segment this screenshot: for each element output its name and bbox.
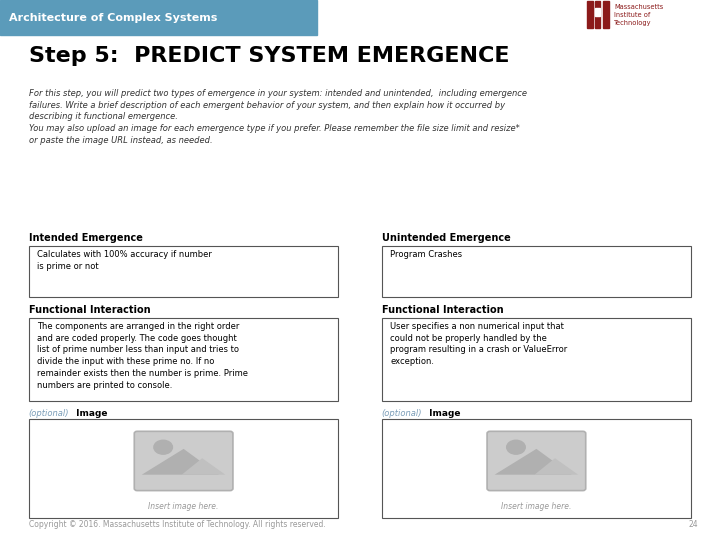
Text: Copyright © 2016. Massachusetts Institute of Technology. All rights reserved.: Copyright © 2016. Massachusetts Institut… [29,520,325,529]
Text: Calculates with 100% accuracy if number
is prime or not: Calculates with 100% accuracy if number … [37,250,212,271]
Text: Architecture of Complex Systems: Architecture of Complex Systems [9,12,217,23]
Polygon shape [181,458,225,475]
Circle shape [154,440,173,454]
Bar [595,8,600,16]
Polygon shape [495,449,572,475]
Bar [29,246,338,297]
Bar [382,418,691,518]
Text: or paste the image URL instead, as needed.: or paste the image URL instead, as neede… [29,136,212,145]
Text: (optional): (optional) [29,409,69,418]
Bar [29,318,338,401]
Text: User specifies a non numerical input that
could not be properly handled by the
p: User specifies a non numerical input tha… [390,322,567,366]
FancyBboxPatch shape [134,431,233,490]
Polygon shape [142,449,219,475]
Polygon shape [534,458,578,475]
Circle shape [507,440,526,454]
Text: Insert image here.: Insert image here. [148,502,219,511]
Text: Functional Interaction: Functional Interaction [29,305,150,315]
Text: (optional): (optional) [382,409,422,418]
Text: Program Crashes: Program Crashes [390,250,462,259]
Text: 24: 24 [689,520,698,529]
Bar [382,318,691,401]
Text: Intended Emergence: Intended Emergence [29,233,143,244]
Text: Image: Image [73,409,108,418]
Text: Functional Interaction: Functional Interaction [382,305,503,315]
FancyBboxPatch shape [487,431,586,490]
Bar [595,1,600,28]
Bar [603,1,609,28]
Text: Insert image here.: Insert image here. [501,502,572,511]
Text: For this step, you will predict two types of emergence in your system: intended : For this step, you will predict two type… [29,89,527,98]
Text: Massachusetts
Institute of
Technology: Massachusetts Institute of Technology [614,4,663,26]
Text: The components are arranged in the right order
and are coded properly. The code : The components are arranged in the right… [37,322,248,390]
Bar [0,0,317,35]
Bar [29,418,338,518]
Text: failures. Write a brief description of each emergent behavior of your system, an: failures. Write a brief description of e… [29,101,505,110]
Text: You may also upload an image for each emergence type if you prefer. Please remem: You may also upload an image for each em… [29,124,520,133]
Text: describing it functional emergence.: describing it functional emergence. [29,112,178,122]
Text: Image: Image [426,409,461,418]
Bar [587,1,593,28]
Bar [382,246,691,297]
Text: Step 5:  PREDICT SYSTEM EMERGENCE: Step 5: PREDICT SYSTEM EMERGENCE [29,46,509,66]
Text: Unintended Emergence: Unintended Emergence [382,233,510,244]
